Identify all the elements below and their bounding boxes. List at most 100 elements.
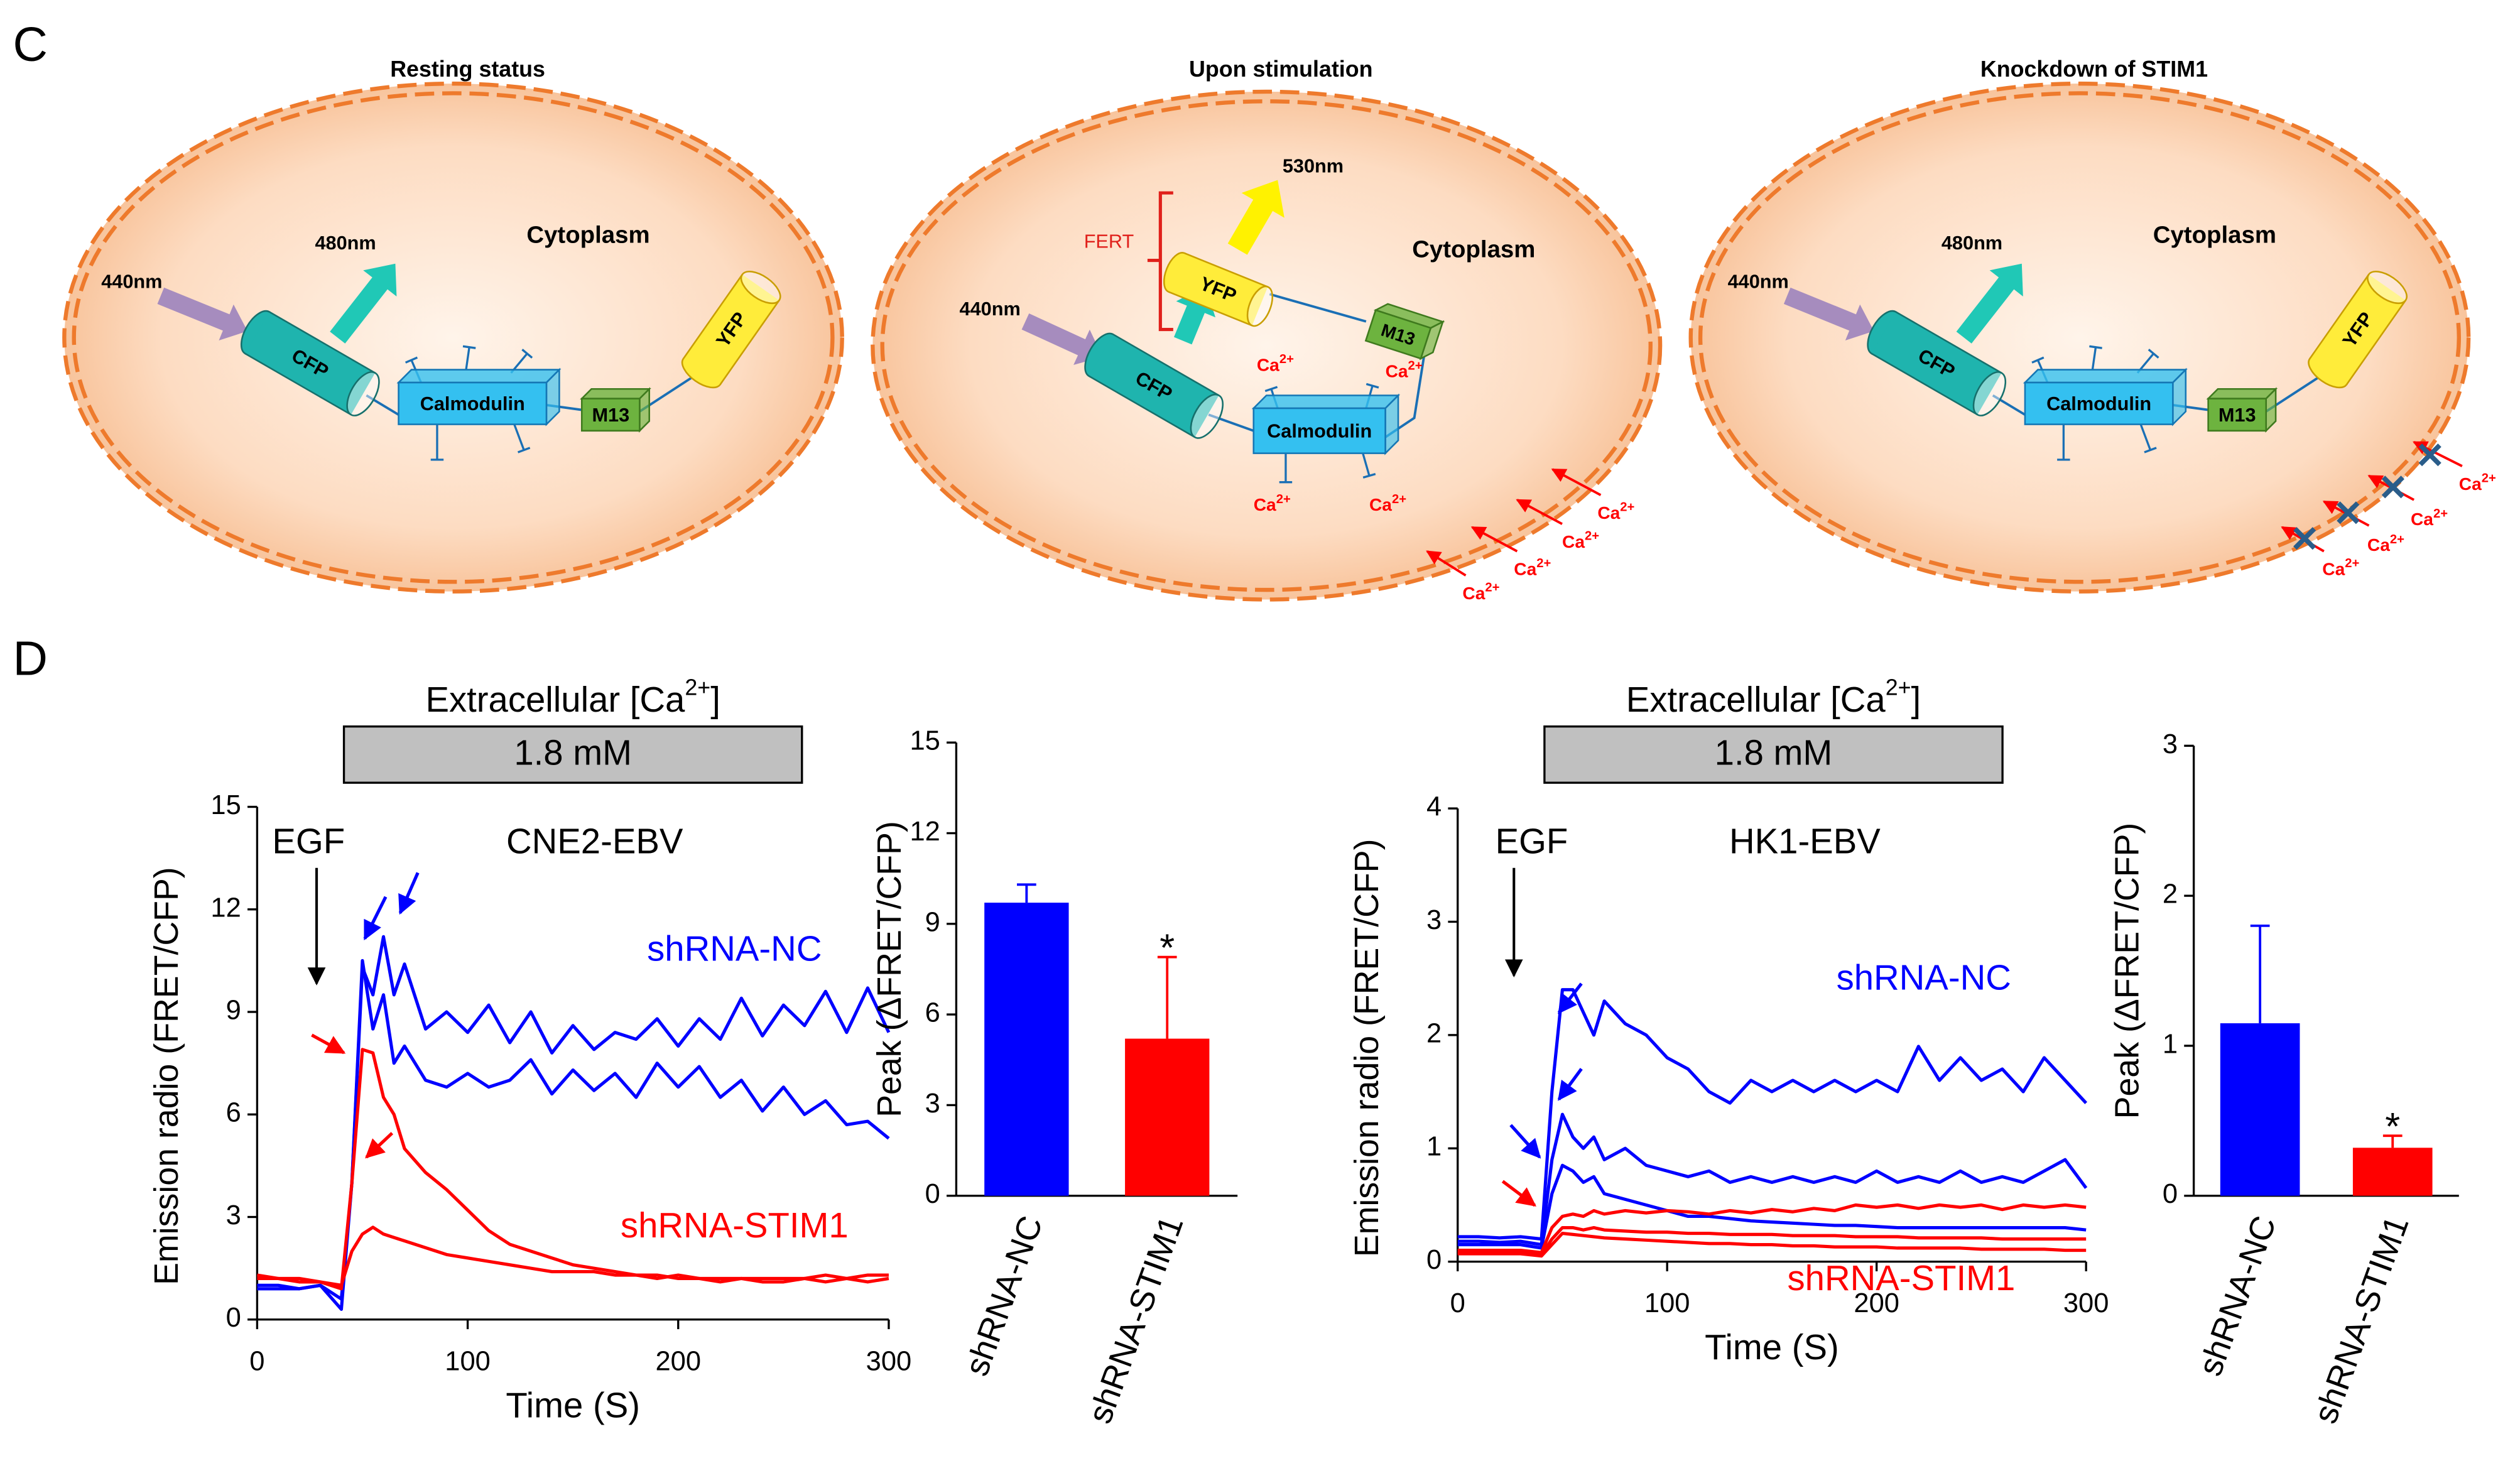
cell (1690, 84, 2469, 592)
binding-site (2089, 345, 2102, 349)
cell-membrane (1688, 81, 2471, 594)
compartment-label: Cytoplasm (526, 221, 649, 248)
cell-membrane (72, 91, 835, 584)
x-tick-label: 300 (2063, 1288, 2109, 1318)
y-tick-label: 0 (1426, 1245, 1442, 1275)
cylinder-edge (2345, 300, 2406, 385)
ion-label: Ca2+ (1369, 492, 1406, 514)
y-tick-label: 2 (2163, 879, 2178, 910)
cell-title: Resting status (390, 57, 545, 82)
cylinder-edge (1184, 252, 1268, 288)
cylinder-cap (1190, 393, 1224, 439)
cylinder-edge (1871, 352, 1978, 416)
ion-symbol: Ca (1597, 503, 1620, 523)
protein-label: Calmodulin (420, 393, 525, 415)
box-front (2024, 381, 2174, 425)
box-top (396, 369, 562, 384)
y-tick-label: 3 (1426, 905, 1442, 935)
annotation: shRNA-NC (1837, 958, 2011, 997)
trace (1457, 1203, 2087, 1254)
cylinder-cap (346, 371, 380, 416)
blocked-mark (2418, 443, 2441, 467)
annotation: CNE2-EBV (506, 821, 683, 861)
compartment-label: Cytoplasm (2153, 221, 2276, 248)
cell (64, 84, 842, 592)
condition-sup: 2+ (685, 675, 710, 700)
cylinder-edge (1089, 375, 1195, 438)
linker (1269, 293, 1367, 323)
ion-charge: 2+ (2345, 557, 2359, 571)
pointer-arrow (365, 1132, 394, 1159)
light-arrow (1956, 263, 2023, 344)
pointer-arrow (363, 896, 388, 941)
trace (1457, 1163, 2087, 1250)
condition-value: 1.8 mM (1715, 733, 1833, 773)
cell-membrane (880, 99, 1653, 592)
ion-symbol: Ca (1257, 356, 1279, 375)
box-top (2023, 369, 2188, 384)
y-tick-label: 0 (2163, 1179, 2178, 1209)
binding-site (1362, 453, 1371, 476)
binding-site (2148, 349, 2159, 359)
ion-symbol: Ca (1562, 532, 1585, 551)
ion-symbol: Ca (2411, 510, 2433, 530)
x-tick-label: 200 (1854, 1288, 1899, 1318)
annotation: shRNA-STIM1 (621, 1205, 849, 1245)
fret-bracket (1147, 191, 1173, 332)
condition-bar (342, 725, 803, 784)
cylinder-edge (1895, 311, 2002, 374)
compartment-label: Cytoplasm (1412, 236, 1535, 263)
y-tick-label: 12 (910, 817, 940, 847)
binding-site (1362, 473, 1376, 479)
excitation-label: 440nm (101, 271, 162, 293)
light-arrow (1227, 180, 1284, 255)
cylinder-body (1089, 334, 1219, 438)
ion-influx (1426, 550, 1467, 577)
bar (2352, 1148, 2433, 1196)
light-arrow (330, 263, 397, 344)
ion-influx (1516, 499, 1563, 525)
binding-site (465, 347, 470, 370)
box-top (580, 388, 651, 399)
light-arrow (1021, 313, 1103, 366)
y-tick-label: 3 (925, 1089, 940, 1119)
emission-label: 480nm (315, 232, 376, 254)
binding-site (521, 349, 533, 359)
annotation: EGF (1496, 821, 1568, 861)
binding-site (1366, 383, 1379, 389)
y-tick-label: 9 (925, 907, 940, 937)
x-axis-label: Time (S) (1705, 1327, 1839, 1367)
pointer-arrow (1501, 1180, 1536, 1207)
cylinder-edge (1112, 334, 1220, 396)
protein-label: M13 (2219, 404, 2256, 426)
trace (256, 1048, 889, 1291)
y-axis-label: Emission radio (FRET/CFP) (148, 867, 185, 1285)
protein: CFP (1867, 310, 2007, 416)
ion-charge: 2+ (1279, 353, 1294, 367)
ion-charge: 2+ (1392, 492, 1406, 506)
trace (1457, 1225, 2087, 1257)
binding-site (2091, 347, 2097, 370)
x-tick-label: shRNA-STIM1 (2306, 1211, 2416, 1428)
y-axis-label: Peak (ΔFRET/CFP) (871, 821, 908, 1117)
y-tick-label: 15 (210, 790, 241, 820)
x-tick-label: 0 (1450, 1288, 1465, 1318)
cylinder-body (2310, 274, 2406, 385)
excitation-label: 440nm (960, 298, 1021, 320)
y-tick-label: 1 (1426, 1132, 1442, 1162)
ion-label: Ca2+ (1462, 581, 1499, 603)
box-front (1364, 309, 1432, 360)
ion-symbol: Ca (1462, 584, 1485, 603)
condition-label: Extracellular [Ca2+] (425, 675, 720, 719)
ion-influx (1470, 526, 1518, 553)
bar (1125, 1038, 1210, 1196)
ion-symbol: Ca (2459, 474, 2482, 494)
condition-label: Extracellular [Ca2+] (1626, 675, 1921, 719)
y-tick-label: 6 (226, 1098, 241, 1128)
cylinder-cap (2367, 271, 2408, 305)
annotation: HK1-EBV (1729, 821, 1881, 861)
ion-symbol: Ca (2367, 535, 2390, 555)
x-tick-label: shRNA-NC (2191, 1211, 2283, 1381)
trace (257, 959, 890, 1311)
